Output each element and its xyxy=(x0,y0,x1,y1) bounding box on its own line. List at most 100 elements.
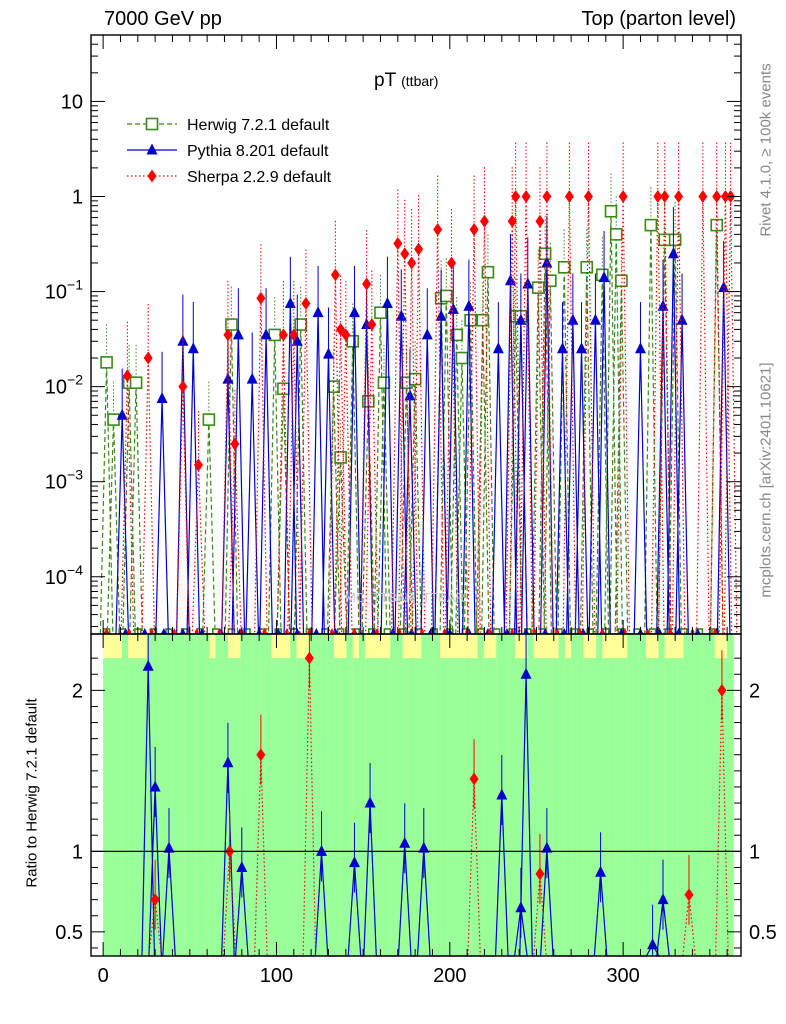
ratio-band-inner xyxy=(396,634,403,956)
ratio-band-inner xyxy=(171,634,179,956)
ratio-band-inner xyxy=(558,634,566,956)
ratio-band-inner xyxy=(346,634,354,956)
main-data-point xyxy=(618,190,628,204)
main-data-point xyxy=(541,256,553,268)
ratio-band-inner xyxy=(246,634,254,956)
main-data-point xyxy=(492,342,504,354)
ratio-band-inner xyxy=(402,658,410,956)
ratio-band-inner xyxy=(452,658,460,956)
ratio-band-inner xyxy=(639,634,647,956)
main-floor-point xyxy=(675,628,682,634)
main-data-point xyxy=(440,289,453,303)
main-data-point xyxy=(589,313,601,325)
main-data-point xyxy=(609,228,623,241)
main-data-point xyxy=(720,190,730,204)
ratio-y-tick-label-right: 1 xyxy=(749,841,760,863)
main-data-point xyxy=(567,313,579,325)
main-data-point xyxy=(187,342,199,354)
ratio-band-inner xyxy=(502,634,510,956)
ratio-band-inner xyxy=(458,658,466,956)
ratio-data-point xyxy=(222,756,234,768)
main-y-tick-label: 10−3 xyxy=(45,467,83,494)
ratio-band-inner xyxy=(240,634,247,956)
main-data-point xyxy=(291,334,303,346)
rivet-label: Rivet 4.1.0, ≥ 100k events xyxy=(757,63,775,237)
main-data-point xyxy=(421,328,433,340)
ratio-band-inner xyxy=(633,634,641,956)
ratio-data-point xyxy=(150,893,160,907)
ratio-band-inner xyxy=(352,658,360,956)
main-data-point xyxy=(667,247,679,259)
main-data-point xyxy=(330,268,340,282)
plot-title: pT (ttbar) xyxy=(374,70,438,92)
main-floor-point xyxy=(542,628,549,634)
ratio-band-inner xyxy=(552,658,559,956)
ratio-band-inner xyxy=(271,658,279,956)
main-data-point xyxy=(522,277,534,289)
ratio-band-inner xyxy=(234,658,241,956)
main-data-point xyxy=(604,204,618,218)
ratio-band-inner xyxy=(115,658,123,956)
main-data-point xyxy=(507,214,517,228)
ratio-band-inner xyxy=(277,658,285,956)
main-data-point xyxy=(556,342,568,354)
x-tick-label: 300 xyxy=(606,965,639,987)
ratio-data-point xyxy=(496,788,508,800)
main-data-point xyxy=(583,190,593,204)
main-y-tick-label: 10−4 xyxy=(45,562,83,589)
ratio-data-point xyxy=(595,865,607,877)
main-data-point xyxy=(414,242,424,256)
main-data-point xyxy=(598,271,610,283)
main-y-tick-label: 1 xyxy=(72,187,83,209)
main-data-point xyxy=(202,413,216,426)
main-y-tick-label: 10−1 xyxy=(45,277,83,304)
main-floor-point xyxy=(141,628,148,634)
main-data-point xyxy=(408,372,422,386)
main-data-point xyxy=(544,274,557,288)
legend-label: Herwig 7.2.1 default xyxy=(187,117,330,134)
ratio-band-inner xyxy=(477,634,485,956)
ratio-band-inner xyxy=(514,658,522,956)
main-data-point xyxy=(312,306,324,318)
ratio-band-inner xyxy=(664,658,672,956)
ratio-band-inner xyxy=(646,658,653,956)
ratio-band-inner xyxy=(596,634,603,956)
main-series-layer xyxy=(99,142,738,636)
legend-marker xyxy=(147,169,157,183)
ratio-y-tick-label-right: 2 xyxy=(749,680,760,702)
ratio-band-inner xyxy=(720,658,728,956)
ratio-band-inner xyxy=(571,634,578,956)
ratio-band-inner xyxy=(290,634,297,956)
main-data-point xyxy=(346,334,360,348)
ratio-band-inner xyxy=(521,658,528,956)
main-data-point xyxy=(511,190,521,204)
main-data-point xyxy=(336,322,346,336)
ratio-y-tick-label: 2 xyxy=(72,680,83,702)
ratio-data-point xyxy=(236,860,248,872)
main-data-point xyxy=(246,372,258,384)
ratio-band-inner xyxy=(408,658,416,956)
main-data-point xyxy=(433,222,443,236)
main-data-point xyxy=(576,342,588,354)
legend-label: Sherpa 2.2.9 default xyxy=(187,169,332,186)
ratio-band-inner xyxy=(670,658,678,956)
main-data-point xyxy=(634,342,646,354)
ratio-band-inner xyxy=(165,634,173,956)
ratio-band-inner xyxy=(577,634,584,956)
ratio-band-inner xyxy=(677,658,684,956)
ratio-band-inner xyxy=(446,658,453,956)
ratio-band-inner xyxy=(140,658,148,956)
ratio-data-point xyxy=(316,844,328,856)
main-data-point xyxy=(348,306,360,318)
ratio-band-inner xyxy=(614,658,622,956)
main-data-point xyxy=(407,256,417,270)
main-y-tick-label: 10 xyxy=(61,91,83,113)
main-data-point xyxy=(580,261,594,274)
ratio-band-inner xyxy=(483,658,491,956)
ratio-band-inner xyxy=(564,658,572,956)
watermark: MC_TTBAR_TTBAR xyxy=(345,590,465,605)
ratio-data-point xyxy=(364,796,376,808)
ratio-y-tick-label-right: 0.5 xyxy=(749,922,777,944)
ratio-band-inner xyxy=(334,658,341,956)
